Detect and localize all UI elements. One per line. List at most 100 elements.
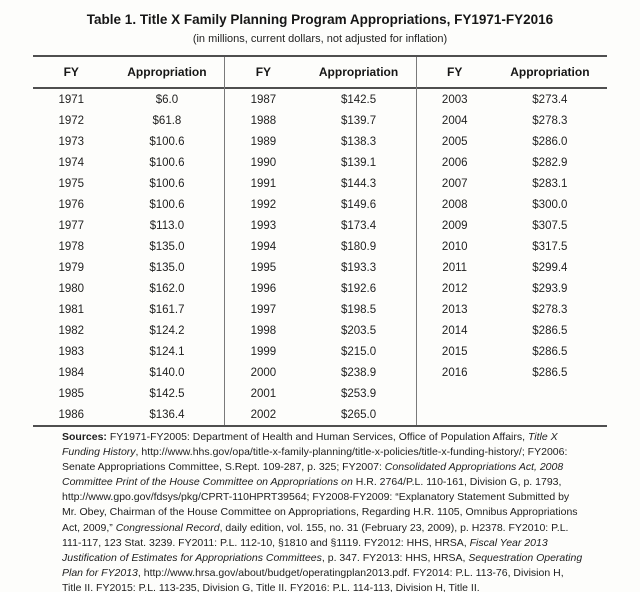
fy-cell: 2006 [441,156,468,169]
appropriation-cell: $173.4 [340,219,377,232]
column-header-row: FY Appropriation [225,57,416,89]
appropriation-cell: $215.0 [340,345,377,358]
table-row: 1984 $140.0 [33,362,224,383]
table-row: 2006 $282.9 [417,152,607,173]
table-row: 2013 $278.3 [417,299,607,320]
appropriation-cell: $299.4 [532,261,568,274]
appropriation-cell: $124.2 [149,324,185,337]
appropriations-table: FY Appropriation 1971 $6.0 1972 $61.8 1973 $100… [33,55,607,427]
fy-cell: 1981 [58,303,85,316]
table-row: 2005 $286.0 [417,131,607,152]
sources-segment: , http://www.hhs.gov/opa/title-x-family-… [62,446,568,474]
appropriation-cell: $139.7 [340,114,377,127]
fy-cell: 1973 [58,135,85,148]
table-row: 1990 $139.1 [225,152,415,173]
fy-cell: 2008 [441,198,468,211]
appropriation-cell: $161.7 [149,303,185,316]
appropriation-cell: $180.9 [340,240,377,253]
appropriation-cell: $135.0 [149,261,185,274]
table-title: Table 1. Title X Family Planning Program… [86,12,554,27]
table-row: 1982 $124.2 [33,320,224,341]
sources-note: Sources: FY1971-FY2005: Department of He… [62,430,583,592]
sources-segment: H.R. 2764/P.L. 110-161, Division G, p. 1… [62,476,578,534]
table-subtitle: (in millions, current dollars, not adjus… [192,33,448,45]
fy-cell: 1977 [58,219,85,232]
sources-segment: FY1971-FY2005: Department of Health and … [109,431,528,443]
table-row: 1998 $203.5 [225,320,415,341]
table-row: 1981 $161.7 [33,299,224,320]
fy-cell: 2012 [441,282,468,295]
appropriation-cell: $293.9 [532,282,568,295]
sources-segment: Sources: [62,431,110,443]
table-row: 1991 $144.3 [225,173,415,194]
fy-cell: 1992 [250,198,277,211]
fy-cell: 2007 [441,177,468,190]
fy-cell: 2013 [441,303,468,316]
sources-segment: Sequestration Operating Plan for FY2013 [62,551,583,579]
table-row: 1973 $100.6 [33,131,224,152]
table-row: 1974 $100.6 [33,152,224,173]
fy-cell: 1987 [250,93,277,106]
fy-cell: 1971 [58,93,85,106]
fy-cell: 1989 [250,135,277,148]
table-row: 2000 $238.9 [225,362,415,383]
table-row: 2011 $299.4 [417,257,607,278]
fy-cell: 1990 [250,156,277,169]
table-row: 2002 $265.0 [225,404,415,425]
table-row: 1989 $138.3 [225,131,415,152]
appropriation-cell: $6.0 [155,93,179,106]
appropriation-cell: $100.6 [149,198,185,211]
appropriation-cell: $300.0 [532,198,568,211]
table-row: 2016 $286.5 [417,362,607,383]
fy-cell: 1999 [250,345,277,358]
fy-header: FY [255,65,272,79]
appropriation-cell: $307.5 [532,219,568,232]
fy-cell: 2002 [250,408,277,421]
sources-segment: , daily edition, vol. 155, no. 31 (Febru… [62,521,569,549]
fy-cell: 1983 [58,345,85,358]
appropriation-header: Appropriation [510,65,590,79]
fy-cell: 1985 [58,387,85,400]
table-row: 2007 $283.1 [417,173,607,194]
appropriation-cell: $253.9 [340,387,377,400]
appropriation-cell: $100.6 [149,156,185,169]
table-row: 2015 $286.5 [417,341,607,362]
fy-cell: 2009 [441,219,468,232]
table-row: 1996 $192.6 [225,278,415,299]
column-header-row: FY Appropriation [416,57,607,89]
appropriation-cell: $144.3 [340,177,377,190]
table-row: 1988 $139.7 [225,110,415,131]
table-row: 1985 $142.5 [33,383,224,404]
table-row: 1980 $162.0 [33,278,224,299]
appropriation-cell: $282.9 [532,156,568,169]
fy-cell: 2000 [250,366,277,379]
fy-cell: 1976 [58,198,85,211]
table-row: 1999 $215.0 [225,341,415,362]
fy-cell: 2005 [441,135,468,148]
appropriation-cell: $286.0 [532,135,568,148]
sources-segment: , http://www.hrsa.gov/about/budget/opera… [62,566,564,592]
table-row: 1992 $149.6 [225,194,415,215]
table-row: 2009 $307.5 [417,215,607,236]
table-row: 1975 $100.6 [33,173,224,194]
table-row: 1987 $142.5 [225,89,415,110]
fy-cell: 1986 [58,408,85,421]
fy-cell: 1975 [58,177,85,190]
appropriation-cell: $162.0 [149,282,185,295]
fy-header: FY [63,65,79,79]
fy-cell: 1996 [250,282,277,295]
fy-cell: 1997 [250,303,277,316]
appropriation-cell: $203.5 [340,324,377,337]
appropriation-cell: $139.1 [340,156,377,169]
appropriation-cell: $61.8 [152,114,182,127]
fy-cell: 2015 [441,345,468,358]
fy-cell: 2004 [441,114,468,127]
table-row: 1986 $136.4 [33,404,224,425]
appropriation-cell: $286.5 [532,345,568,358]
table-row: 2014 $286.5 [417,320,607,341]
fy-cell: 1980 [58,282,85,295]
appropriation-cell: $135.0 [149,240,185,253]
fy-cell: 2003 [441,93,468,106]
appropriation-cell: $138.3 [340,135,377,148]
fy-cell: 1998 [250,324,277,337]
